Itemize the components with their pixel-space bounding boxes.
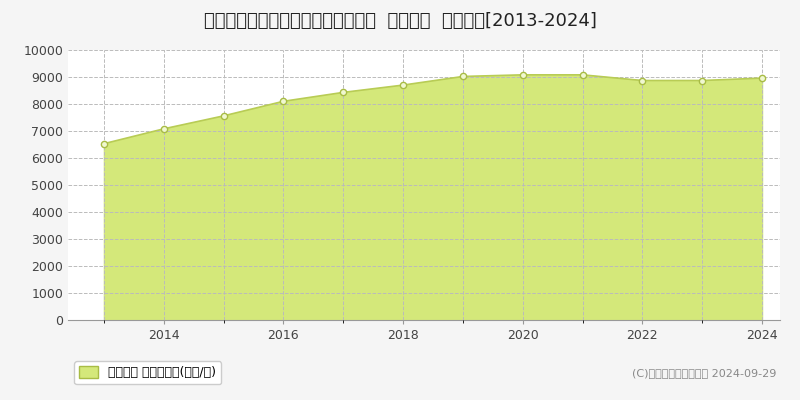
Text: 東京都千代田区丸の内三丁目２番外  基準地価  地価推移[2013-2024]: 東京都千代田区丸の内三丁目２番外 基準地価 地価推移[2013-2024]: [203, 12, 597, 30]
Text: (C)土地価格ドットコム 2024-09-29: (C)土地価格ドットコム 2024-09-29: [632, 368, 776, 378]
Legend: 基準地価 平均坪単価(万円/坪): 基準地価 平均坪単価(万円/坪): [74, 361, 221, 384]
